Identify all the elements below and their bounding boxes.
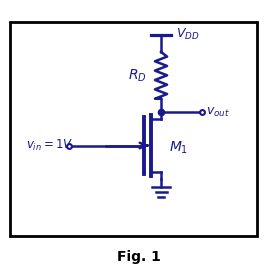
- Text: $v_{out}$: $v_{out}$: [206, 106, 230, 119]
- Text: $R_D$: $R_D$: [128, 67, 147, 83]
- Text: Fig. 1: Fig. 1: [117, 250, 161, 264]
- Text: $v_{in}=1V$: $v_{in}=1V$: [26, 138, 74, 153]
- FancyBboxPatch shape: [10, 22, 257, 236]
- Text: $V_{DD}$: $V_{DD}$: [176, 27, 200, 42]
- Text: $M_1$: $M_1$: [169, 140, 188, 157]
